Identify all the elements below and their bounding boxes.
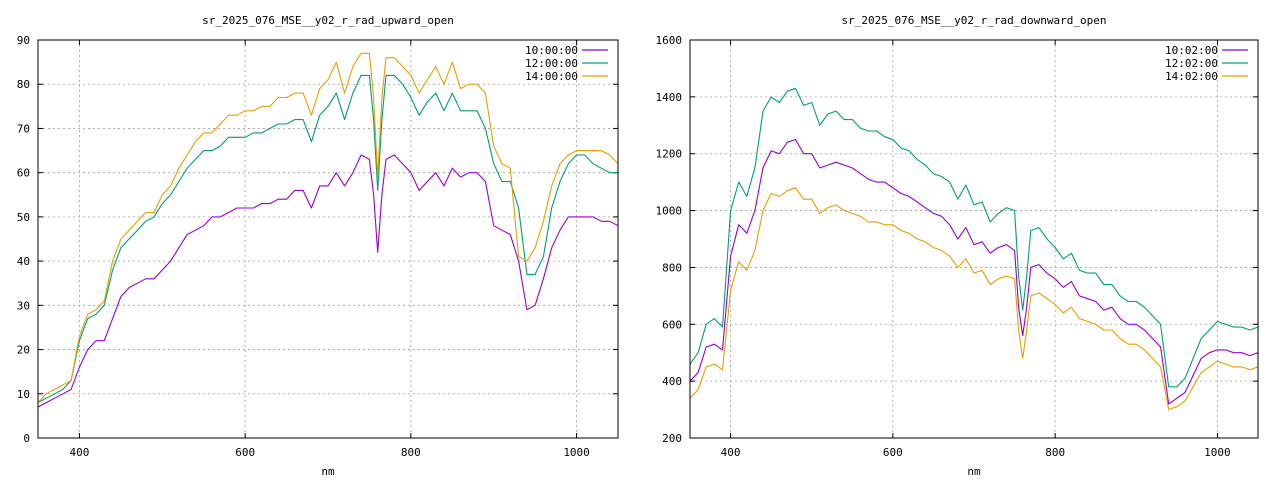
x-tick-label: 800 [1045,446,1065,459]
series-line-1 [38,154,618,408]
chart-title: sr_2025_076_MSE__y02_r_rad_upward_open [202,14,454,27]
x-axis-label: nm [321,465,335,478]
x-tick-label: 400 [721,446,741,459]
chart-title: sr_2025_076_MSE__y02_r_rad_downward_open [842,14,1107,27]
legend-entry-label: 10:00:00 [525,44,578,57]
x-axis-label: nm [967,465,981,478]
legend-entry-label: 12:02:00 [1165,57,1218,70]
series-line-2 [690,87,1258,388]
x-tick-label: 400 [69,446,89,459]
x-tick-label: 600 [883,446,903,459]
y-tick-label: 80 [17,78,30,91]
y-tick-label: 1000 [656,205,683,218]
y-tick-label: 1400 [656,91,683,104]
series-line-3 [38,52,618,403]
legend-entry-label: 14:00:00 [525,70,578,83]
y-tick-label: 40 [17,255,30,268]
y-tick-label: 600 [662,318,682,331]
y-tick-label: 1600 [656,34,683,47]
y-tick-label: 20 [17,344,30,357]
legend-entry-label: 10:02:00 [1165,44,1218,57]
series-line-3 [690,187,1258,411]
legend-entry-label: 14:02:00 [1165,70,1218,83]
x-tick-label: 800 [401,446,421,459]
plot-frame [37,39,619,439]
y-tick-label: 90 [17,34,30,47]
x-tick-label: 600 [235,446,255,459]
y-tick-label: 400 [662,375,682,388]
y-tick-label: 10 [17,388,30,401]
chart-panel-1: sr_2025_076_MSE__y02_r_rad_upward_open 0 1… [17,14,619,478]
x-tick-label: 1000 [563,446,590,459]
plot-frame [689,39,1259,439]
y-tick-label: 70 [17,122,30,135]
chart-panel-2: sr_2025_076_MSE__y02_r_rad_downward_open… [656,14,1259,478]
legend-entry-label: 12:00:00 [525,57,578,70]
series-line-1 [690,138,1258,405]
y-tick-label: 0 [23,432,30,445]
y-tick-label: 200 [662,432,682,445]
y-tick-label: 1200 [656,148,683,161]
y-tick-label: 60 [17,167,30,180]
y-tick-label: 50 [17,211,30,224]
series-line-2 [38,74,618,404]
y-tick-label: 800 [662,261,682,274]
x-tick-label: 1000 [1204,446,1231,459]
y-tick-label: 30 [17,299,30,312]
